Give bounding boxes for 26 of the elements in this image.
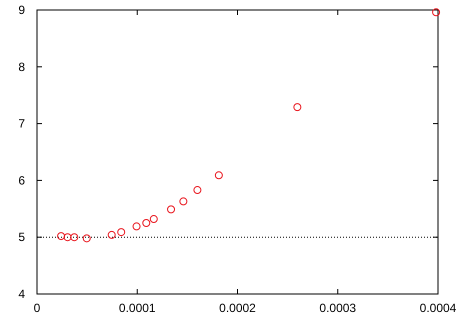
x-tick-label: 0.0001 [118,301,156,315]
x-tick-label: 0.0003 [319,301,356,315]
y-tick-label: 8 [18,60,26,74]
y-tick-label: 5 [18,230,26,244]
point [57,232,66,240]
point [293,103,302,112]
x-tick-label: 0 [34,301,41,315]
point [167,205,176,214]
point [82,234,91,242]
point [108,230,116,239]
point [132,222,141,230]
point [179,197,188,206]
point [193,186,202,194]
point [150,215,158,224]
y-tick-label: 9 [18,3,26,17]
point [70,233,78,242]
x-tick-label: 0.0004 [420,301,457,315]
point [117,228,126,236]
point [142,219,150,227]
x-tick-label: 0.0002 [219,301,256,315]
point [432,8,440,16]
y-tick-label: 7 [18,116,26,131]
point [214,171,223,180]
y-tick-label: 4 [18,287,26,301]
y-tick-label: 6 [18,173,26,188]
point [64,233,72,242]
